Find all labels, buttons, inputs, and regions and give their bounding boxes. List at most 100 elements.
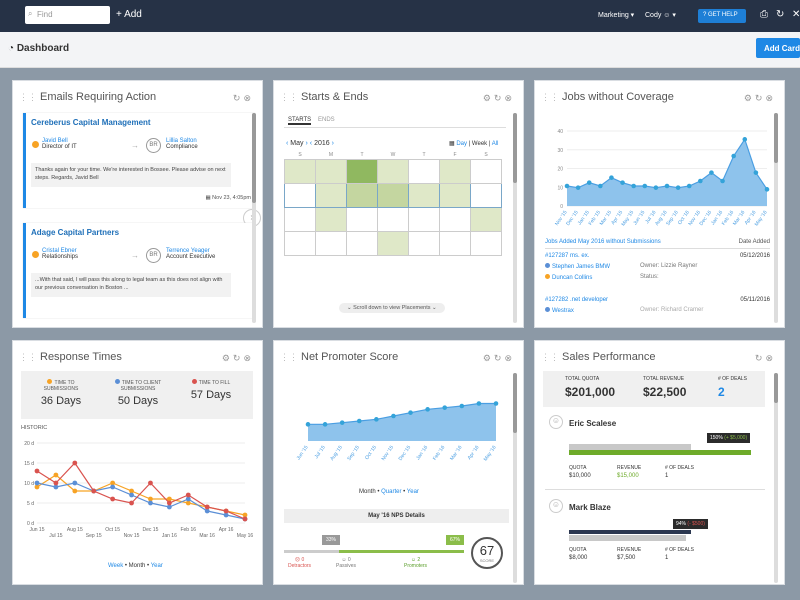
scrollbar[interactable] bbox=[513, 113, 517, 323]
drag-handle-icon[interactable]: ⋮⋮ bbox=[19, 352, 37, 362]
calendar-day[interactable] bbox=[439, 158, 471, 184]
scrollbar[interactable] bbox=[774, 373, 778, 583]
range-quarter[interactable]: Quarter bbox=[381, 489, 402, 495]
email-item[interactable]: Adage Capital Partners Cristal Ebner Rela… bbox=[23, 223, 255, 318]
calendar-day[interactable] bbox=[439, 206, 471, 232]
settings-icon[interactable]: ⚙ bbox=[482, 93, 494, 103]
scrollbar-thumb[interactable] bbox=[774, 113, 778, 163]
company-name[interactable]: Adage Capital Partners bbox=[31, 228, 120, 237]
drag-handle-icon[interactable]: ⋮⋮ bbox=[280, 352, 298, 362]
year-label[interactable]: 2016 bbox=[314, 140, 330, 147]
view-day[interactable]: Day bbox=[456, 141, 468, 147]
prev-year-icon[interactable]: ‹ bbox=[309, 140, 313, 147]
calendar-day[interactable] bbox=[346, 158, 378, 184]
view-week[interactable]: Week bbox=[471, 141, 488, 147]
calendar-day[interactable] bbox=[284, 158, 316, 184]
search-input[interactable]: ⌕ Find bbox=[25, 6, 110, 24]
calendar-day[interactable] bbox=[377, 182, 409, 208]
close-icon[interactable]: ⊗ bbox=[243, 353, 254, 363]
marketing-menu[interactable]: Marketing ▾ bbox=[598, 12, 635, 19]
tab-ends[interactable]: ENDS bbox=[318, 117, 335, 123]
close-icon[interactable]: ⊗ bbox=[504, 93, 515, 103]
prev-month-icon[interactable]: ‹ bbox=[286, 140, 289, 147]
calendar-day[interactable] bbox=[439, 182, 471, 208]
company-name[interactable]: Cereberus Capital Management bbox=[31, 118, 151, 127]
close-icon[interactable]: ⊗ bbox=[765, 353, 776, 363]
scrollbar[interactable] bbox=[252, 113, 256, 323]
sender-name[interactable]: Cristal Ebner bbox=[42, 248, 77, 254]
calendar-day[interactable] bbox=[315, 230, 347, 256]
calendar-day[interactable] bbox=[315, 182, 347, 208]
drag-handle-icon[interactable]: ⋮⋮ bbox=[19, 92, 37, 102]
calendar-day[interactable] bbox=[470, 230, 502, 256]
calendar-day[interactable] bbox=[470, 206, 502, 232]
salesperson-name[interactable]: Mark Blaze bbox=[569, 503, 611, 512]
next-year-icon[interactable]: › bbox=[331, 140, 334, 147]
scroll-hint[interactable]: ⌄ Scroll down to view Placements ⌄ bbox=[339, 303, 445, 313]
month-label[interactable]: May bbox=[290, 140, 304, 147]
calendar-day[interactable] bbox=[377, 230, 409, 256]
salesperson-name[interactable]: Eric Scalese bbox=[569, 419, 617, 428]
refresh-icon[interactable]: ↻ bbox=[493, 93, 505, 103]
calendar-day[interactable] bbox=[315, 158, 347, 184]
recipient-name[interactable]: Lillia Salton bbox=[166, 138, 197, 144]
scrollbar-thumb[interactable] bbox=[513, 373, 517, 433]
range-month[interactable]: Month bbox=[128, 563, 146, 569]
range-year[interactable]: Year bbox=[406, 489, 419, 495]
settings-icon[interactable]: ⚙ bbox=[482, 353, 494, 363]
calendar-day[interactable] bbox=[470, 158, 502, 184]
job-contact[interactable]: Duncan Collins bbox=[552, 275, 593, 281]
close-icon[interactable]: ⊗ bbox=[504, 353, 515, 363]
settings-icon[interactable]: ⚙ bbox=[743, 93, 755, 103]
user-menu[interactable]: Cody ☺ ▾ bbox=[645, 12, 676, 19]
add-button[interactable]: + Add bbox=[116, 9, 142, 20]
refresh-icon[interactable]: ↻ bbox=[493, 353, 505, 363]
calendar-day[interactable] bbox=[408, 206, 440, 232]
refresh-icon[interactable]: ↻ bbox=[754, 93, 766, 103]
range-week[interactable]: Week bbox=[108, 563, 124, 569]
refresh-icon[interactable]: ↻ bbox=[776, 9, 785, 20]
calendar-day[interactable] bbox=[408, 182, 440, 208]
job-contact[interactable]: Westrax bbox=[552, 308, 574, 314]
close-icon[interactable]: ⊗ bbox=[243, 93, 254, 103]
get-help-button[interactable]: ? GET HELP bbox=[698, 9, 746, 23]
refresh-icon[interactable]: ↻ bbox=[232, 353, 244, 363]
scrollbar-thumb[interactable] bbox=[252, 113, 256, 203]
calendar-day[interactable] bbox=[346, 182, 378, 208]
tab-starts[interactable]: STARTS bbox=[288, 117, 312, 125]
job-row[interactable]: #127287 ms. ex. 05/12/2016 Stephen James … bbox=[545, 253, 770, 281]
recipient-name[interactable]: Terrence Yeager bbox=[166, 248, 210, 254]
drag-handle-icon[interactable]: ⋮⋮ bbox=[541, 92, 559, 102]
calendar-day[interactable] bbox=[315, 206, 347, 232]
job-id[interactable]: #127282 .net developer bbox=[545, 297, 609, 303]
add-card-button[interactable]: Add Card bbox=[756, 38, 800, 58]
calendar-day[interactable] bbox=[377, 158, 409, 184]
sender-name[interactable]: Javid Bell bbox=[42, 138, 68, 144]
view-all[interactable]: All bbox=[491, 141, 499, 147]
drag-handle-icon[interactable]: ⋮⋮ bbox=[280, 92, 298, 102]
close-icon[interactable]: ✕ bbox=[792, 9, 800, 20]
settings-icon[interactable]: ⚙ bbox=[221, 353, 233, 363]
close-icon[interactable]: ⊗ bbox=[765, 93, 776, 103]
print-icon[interactable]: ⎙ bbox=[760, 9, 768, 20]
calendar-day[interactable] bbox=[439, 230, 471, 256]
scrollbar-thumb[interactable] bbox=[774, 373, 778, 403]
deals-value[interactable]: 2 bbox=[718, 385, 725, 399]
scrollbar[interactable] bbox=[774, 113, 778, 323]
refresh-icon[interactable]: ↻ bbox=[754, 353, 766, 363]
refresh-icon[interactable]: ↻ bbox=[232, 93, 244, 103]
scrollbar-thumb[interactable] bbox=[513, 113, 517, 183]
scrollbar[interactable] bbox=[513, 373, 517, 583]
email-item[interactable]: Cereberus Capital Management Javid Bell D… bbox=[23, 113, 255, 208]
calendar-day[interactable] bbox=[408, 230, 440, 256]
calendar-day[interactable] bbox=[346, 206, 378, 232]
calendar-day[interactable] bbox=[470, 182, 502, 208]
calendar-day[interactable] bbox=[346, 230, 378, 256]
job-row[interactable]: #127282 .net developer 05/11/2016 Westrax… bbox=[545, 297, 770, 314]
drag-handle-icon[interactable]: ⋮⋮ bbox=[541, 352, 559, 362]
job-contact[interactable]: Stephen James BMW bbox=[552, 264, 611, 270]
calendar-day[interactable] bbox=[408, 158, 440, 184]
calendar-day[interactable] bbox=[284, 230, 316, 256]
range-month[interactable]: Month bbox=[359, 489, 376, 495]
job-id[interactable]: #127287 ms. ex. bbox=[545, 253, 590, 259]
